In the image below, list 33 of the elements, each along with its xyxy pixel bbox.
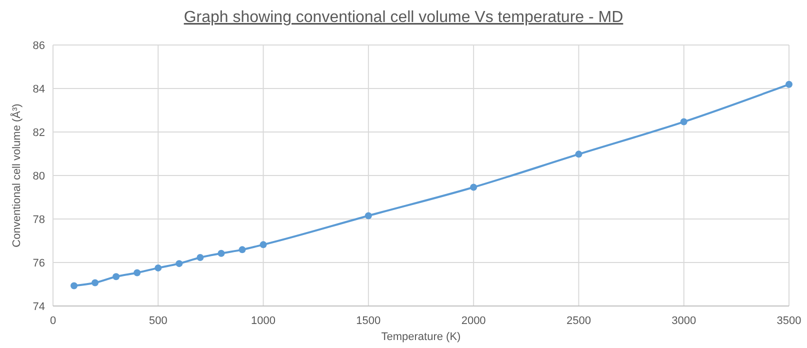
point xyxy=(196,254,204,261)
point xyxy=(364,212,372,220)
chart-title: Graph showing conventional cell volume Vs temperature - MD xyxy=(184,9,624,26)
y-tick-label: 74 xyxy=(32,300,45,313)
y-tick-label: 80 xyxy=(32,170,45,182)
x-tick-label: 500 xyxy=(148,315,168,327)
point xyxy=(112,273,120,280)
point xyxy=(218,250,225,257)
x-axis-title: Temperature (K) xyxy=(381,331,461,343)
x-tick-label: 2500 xyxy=(566,315,591,327)
point xyxy=(680,118,688,126)
point xyxy=(786,80,792,88)
point xyxy=(70,282,78,290)
point xyxy=(176,260,183,268)
y-tick-label: 78 xyxy=(32,214,45,226)
x-tick-label: 3000 xyxy=(672,315,696,327)
x-tick-label: 1500 xyxy=(356,315,381,327)
point xyxy=(470,184,478,191)
x-tick-label: 1000 xyxy=(251,315,276,327)
point xyxy=(238,246,246,254)
point xyxy=(134,269,141,276)
point xyxy=(92,279,99,286)
point xyxy=(260,241,267,248)
y-tick-label: 86 xyxy=(32,40,45,52)
x-tick-label: 2000 xyxy=(461,315,486,327)
x-tick-label: 0 xyxy=(50,315,56,327)
x-tick-label: 3500 xyxy=(776,315,802,327)
y-tick-label: 76 xyxy=(32,257,45,270)
point xyxy=(575,150,582,158)
y-tick-label: 82 xyxy=(32,126,45,139)
y-tick-label: 84 xyxy=(32,83,45,96)
point xyxy=(154,264,162,272)
y-axis-title: Conventional cell volume (Å³) xyxy=(10,104,23,248)
